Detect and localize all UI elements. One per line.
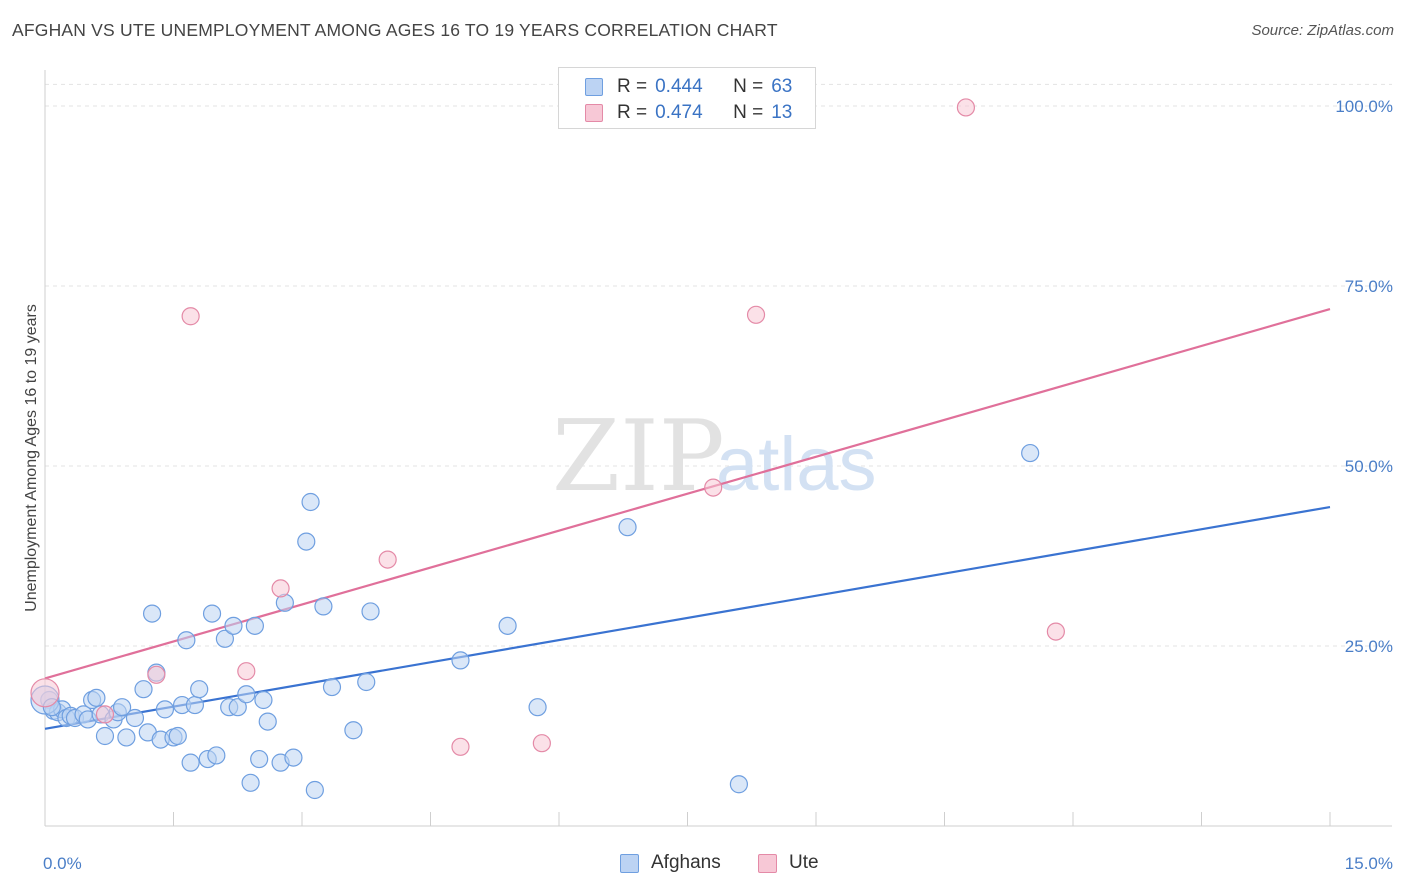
data-point-afghans — [237, 685, 256, 704]
data-point-afghans — [181, 753, 200, 772]
bottom-legend-ute: Ute — [758, 852, 819, 874]
data-point-afghans — [618, 518, 637, 537]
data-point-afghans — [87, 688, 106, 707]
bottom-legend-swatch-afghans — [620, 853, 639, 873]
watermark-atlas: atlas — [716, 422, 877, 507]
data-point-ute — [271, 579, 290, 598]
bottom-legend-swatch-ute — [758, 853, 777, 873]
data-point-ute — [451, 737, 470, 756]
source-label: Source: ZipAtlas.com — [1251, 22, 1394, 39]
gridlines — [45, 83, 1392, 647]
data-point-afghans — [357, 672, 376, 692]
data-point-ute — [704, 478, 723, 497]
tick-labels: 25.0% 50.0% 75.0% 100.0% 0.0% 15.0% — [43, 97, 1393, 873]
data-point-afghans — [125, 708, 145, 728]
legend-n-label: N = — [733, 102, 764, 123]
data-point-afghans — [112, 698, 132, 717]
legend-n-label: N = — [733, 76, 764, 97]
data-point-afghans — [344, 721, 363, 740]
data-point-afghans — [301, 492, 320, 512]
data-point-ute — [956, 98, 976, 117]
data-point-afghans — [190, 680, 209, 699]
data-point-afghans — [224, 616, 243, 635]
data-point-afghans — [168, 726, 187, 746]
data-point-ute — [237, 662, 256, 681]
data-point-afghans — [95, 726, 115, 746]
bottom-legend-label-afghans: Afghans — [651, 852, 721, 873]
legend: R = 0.444 N = 63 R = 0.474 N = 13 — [558, 67, 816, 129]
watermark: ZIP atlas — [552, 400, 877, 514]
chart-title: AFGHAN VS UTE UNEMPLOYMENT AMONG AGES 16… — [12, 20, 778, 40]
data-point-afghans — [155, 700, 175, 719]
y-tick-label: 100.0% — [1335, 97, 1393, 116]
legend-row-ute: R = 0.474 N = 13 — [585, 101, 792, 125]
data-point-afghans — [207, 746, 226, 765]
legend-r-value: 0.444 — [655, 76, 703, 97]
data-point-afghans — [322, 677, 342, 697]
data-point-afghans — [528, 698, 547, 717]
data-point-afghans — [258, 712, 277, 731]
data-point-afghans — [284, 748, 303, 767]
data-point-afghans — [498, 616, 517, 635]
data-point-afghans — [361, 602, 380, 621]
legend-row-afghans: R = 0.444 N = 63 — [585, 75, 792, 99]
watermark-zip: ZIP — [552, 400, 725, 514]
data-point-afghans — [254, 690, 273, 710]
data-point-afghans — [729, 775, 749, 794]
trend-lines — [44, 307, 1331, 730]
data-point-afghans — [250, 749, 269, 769]
trend-line-afghans — [44, 505, 1331, 730]
legend-r-value: 0.474 — [655, 102, 703, 123]
data-point-ute — [378, 550, 397, 569]
data-point-afghans — [245, 616, 264, 635]
legend-swatch-afghans — [585, 78, 603, 96]
legend-swatch-ute — [585, 104, 603, 122]
legend-r-label: R = — [617, 76, 648, 97]
data-point-afghans — [314, 597, 333, 616]
y-axis-label: Unemployment Among Ages 16 to 19 years — [23, 304, 40, 612]
data-point-afghans — [228, 698, 247, 717]
legend-r-label: R = — [617, 102, 648, 123]
data-point-afghans — [202, 604, 222, 623]
bottom-legend-afghans: Afghans — [620, 852, 721, 874]
data-point-ute — [746, 305, 766, 324]
data-point-ute — [532, 734, 551, 753]
y-tick-label: 25.0% — [1345, 637, 1393, 656]
data-point-afghans — [185, 695, 205, 715]
data-point-afghans — [1021, 443, 1040, 463]
bottom-legend: Afghans Ute — [0, 852, 1406, 878]
data-point-ute — [1046, 622, 1065, 641]
bottom-legend-label-ute: Ute — [789, 852, 819, 873]
data-point-afghans — [451, 651, 470, 670]
data-point-ute — [30, 678, 60, 708]
legend-n-value: 13 — [771, 102, 793, 123]
data-points — [30, 98, 1065, 800]
y-tick-label: 50.0% — [1345, 457, 1393, 476]
data-point-ute — [147, 665, 166, 684]
data-point-ute — [181, 307, 200, 326]
data-point-afghans — [134, 680, 153, 699]
y-tick-label: 75.0% — [1345, 277, 1393, 296]
data-point-afghans — [117, 728, 136, 747]
data-point-afghans — [177, 631, 196, 650]
data-point-afghans — [241, 773, 260, 792]
data-point-ute — [95, 705, 115, 724]
x-tick-label: 0.0% — [43, 854, 82, 873]
data-point-afghans — [215, 629, 234, 648]
legend-n-value: 63 — [771, 76, 793, 97]
trend-line-ute — [44, 307, 1331, 680]
data-point-afghans — [297, 532, 316, 551]
data-point-afghans — [142, 604, 162, 623]
data-point-afghans — [305, 780, 324, 800]
x-tick-label: 15.0% — [1345, 854, 1393, 873]
